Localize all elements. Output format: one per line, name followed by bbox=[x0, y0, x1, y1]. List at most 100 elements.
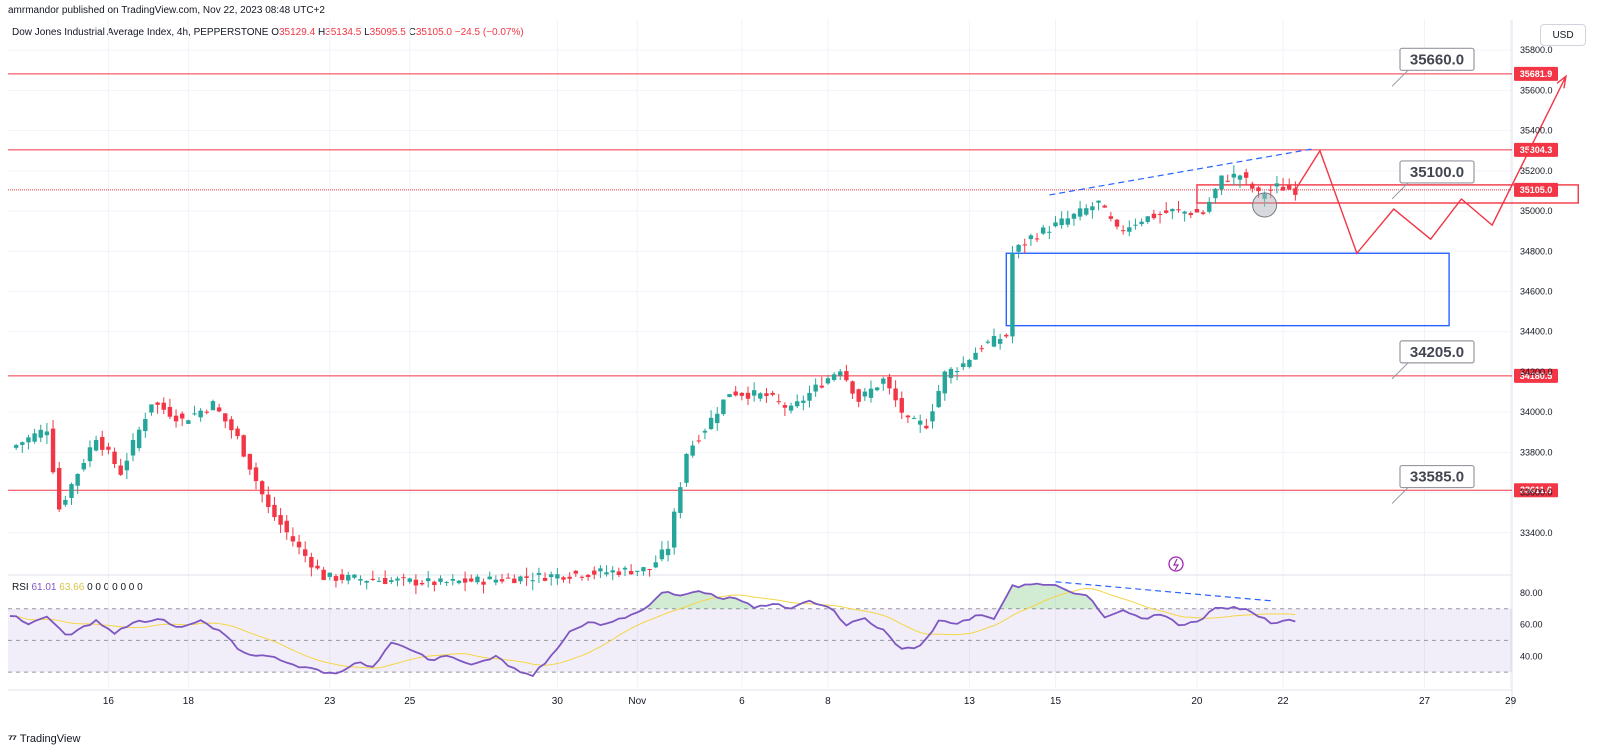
candle-body bbox=[481, 581, 486, 585]
rsi-tick-label: 80.00 bbox=[1520, 588, 1543, 598]
candle-body bbox=[1145, 216, 1150, 222]
candle-body bbox=[745, 392, 751, 399]
candle-body bbox=[592, 570, 597, 575]
candle-body bbox=[567, 576, 572, 579]
candle-body bbox=[106, 446, 111, 450]
time-tick-label: 30 bbox=[552, 696, 564, 707]
candle-body bbox=[426, 578, 431, 582]
candle-body bbox=[831, 374, 837, 380]
candle-body bbox=[751, 390, 757, 396]
close-label: C bbox=[408, 27, 416, 38]
high-value: 35134.5 bbox=[325, 27, 362, 38]
candle-body bbox=[659, 549, 665, 560]
candle-body bbox=[290, 536, 296, 542]
candle-body bbox=[278, 515, 283, 525]
candle-body bbox=[555, 574, 560, 579]
price-tick-label: 35000.0 bbox=[1520, 206, 1553, 216]
level-price-label: 35105.0 bbox=[1520, 185, 1553, 195]
candle-body bbox=[1090, 206, 1095, 211]
candle-body bbox=[518, 576, 523, 582]
candle-body bbox=[364, 580, 369, 583]
close-value: 35105.0 bbox=[415, 27, 452, 38]
candle-body bbox=[512, 578, 517, 584]
candle-body bbox=[1059, 218, 1064, 226]
candle-body bbox=[124, 460, 130, 471]
candle-body bbox=[1231, 173, 1237, 178]
candle-body bbox=[1188, 213, 1193, 216]
time-tick-label: 20 bbox=[1191, 696, 1203, 707]
candle-body bbox=[1200, 212, 1206, 214]
candle-body bbox=[296, 541, 302, 548]
candle-body bbox=[13, 445, 19, 448]
candle-body bbox=[653, 562, 658, 568]
drawing-zones bbox=[1005, 184, 1579, 327]
price-tick-label: 35800.0 bbox=[1520, 45, 1553, 55]
callout-label: 35100.0 bbox=[1410, 164, 1464, 181]
currency-button[interactable]: USD bbox=[1540, 24, 1586, 46]
open-value: 35129.4 bbox=[279, 27, 316, 38]
callout-pointer bbox=[1391, 182, 1409, 200]
candle-body bbox=[1139, 221, 1144, 225]
callout-label: 33585.0 bbox=[1410, 469, 1464, 486]
callout-pointer bbox=[1391, 362, 1409, 380]
time-tick-label: 13 bbox=[964, 696, 976, 707]
candle-body bbox=[1280, 186, 1286, 191]
time-tick-label: 16 bbox=[103, 696, 115, 707]
candle-body bbox=[26, 437, 31, 443]
price-tick-label: 33600.0 bbox=[1520, 488, 1553, 498]
rsi-legend[interactable]: RSI 61.01 63.66 0 0 0 0 0 0 0 bbox=[12, 582, 143, 593]
candle-body bbox=[850, 381, 855, 394]
candle-body bbox=[444, 582, 449, 584]
price-tick-label: 34400.0 bbox=[1520, 327, 1553, 337]
candle-body bbox=[862, 391, 868, 397]
candle-body bbox=[967, 359, 972, 367]
candle-body bbox=[708, 417, 714, 430]
time-tick-label: 18 bbox=[183, 696, 195, 707]
level-price-tag bbox=[1514, 66, 1558, 81]
open-label: O bbox=[271, 27, 279, 38]
candle-body bbox=[210, 401, 216, 411]
candle-body bbox=[1108, 216, 1114, 219]
candle-body bbox=[991, 335, 997, 347]
candle-body bbox=[87, 447, 93, 462]
candle-body bbox=[881, 378, 886, 384]
price-tick-label: 35400.0 bbox=[1520, 126, 1553, 136]
candle-body bbox=[216, 407, 222, 412]
candle-body bbox=[462, 578, 468, 583]
candle-body bbox=[1213, 188, 1218, 199]
candle-body bbox=[149, 404, 154, 413]
candle-body bbox=[942, 371, 947, 394]
candle-body bbox=[186, 420, 191, 424]
candle-body bbox=[235, 428, 240, 437]
candle-body bbox=[93, 439, 99, 451]
candle-body bbox=[1077, 208, 1083, 217]
candle-body bbox=[665, 548, 671, 556]
candle-body bbox=[339, 574, 345, 580]
candle-body bbox=[1176, 209, 1181, 211]
rsi-ma-value: 63.66 bbox=[59, 582, 85, 593]
level-price-label: 34180.5 bbox=[1520, 371, 1553, 381]
candle-body bbox=[1096, 200, 1101, 203]
rsi-lines bbox=[9, 581, 1296, 678]
instrument-name: Dow Jones Industrial Average Index, 4h, … bbox=[12, 27, 269, 38]
candle-body bbox=[432, 581, 437, 585]
candle-body bbox=[647, 568, 652, 570]
price-tick-label: 35200.0 bbox=[1520, 166, 1553, 176]
callout-box bbox=[1399, 47, 1475, 71]
candle-body bbox=[161, 402, 166, 410]
callout-box bbox=[1399, 464, 1475, 489]
candle-body bbox=[309, 556, 314, 568]
rsi-ma-line bbox=[9, 587, 1296, 669]
candle-body bbox=[1071, 213, 1077, 219]
callouts: 35660.0 35100.0 34205.0 33585.0 bbox=[1391, 47, 1475, 504]
level-price-tag bbox=[1514, 182, 1558, 197]
symbol-legend[interactable]: Dow Jones Industrial Average Index, 4h, … bbox=[12, 27, 524, 38]
rsi-tick-label: 40.00 bbox=[1520, 651, 1543, 661]
callout-box bbox=[1399, 340, 1475, 364]
candle-body bbox=[100, 436, 105, 450]
candle-body bbox=[315, 565, 320, 569]
candle-body bbox=[487, 576, 492, 580]
time-tick-label: Nov bbox=[628, 696, 646, 707]
candle-body bbox=[303, 549, 308, 556]
